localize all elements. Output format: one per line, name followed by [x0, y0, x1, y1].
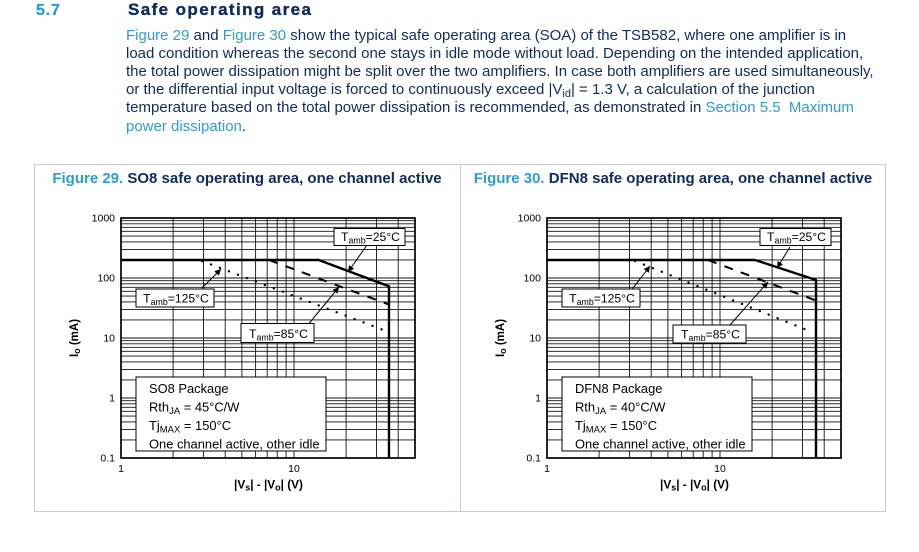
svg-text:|Vs| - |Vo| (V): |Vs| - |Vo| (V) [660, 478, 729, 493]
svg-text:0.1: 0.1 [100, 453, 115, 465]
svg-text:|Vs| - |Vo| (V): |Vs| - |Vo| (V) [234, 478, 303, 493]
svg-text:One channel active, other idle: One channel active, other idle [149, 437, 320, 452]
svg-text:10: 10 [288, 463, 300, 475]
svg-text:1: 1 [544, 463, 550, 475]
svg-text:Io (mA): Io (mA) [69, 319, 82, 357]
svg-text:1: 1 [109, 393, 115, 405]
svg-text:1000: 1000 [92, 213, 116, 225]
svg-text:1: 1 [535, 393, 541, 405]
svg-text:Io (mA): Io (mA) [495, 319, 508, 357]
svg-text:One channel active, other idle: One channel active, other idle [575, 437, 746, 452]
svg-text:10: 10 [714, 463, 726, 475]
svg-text:10: 10 [529, 333, 541, 345]
svg-text:RthJA = 40°C/W: RthJA = 40°C/W [575, 400, 666, 418]
svg-text:0.1: 0.1 [526, 453, 541, 465]
svg-text:RthJA = 45°C/W: RthJA = 45°C/W [149, 400, 240, 418]
svg-text:1000: 1000 [518, 213, 542, 225]
svg-text:DFN8 Package: DFN8 Package [575, 381, 662, 396]
svg-text:100: 100 [523, 273, 541, 285]
svg-text:1: 1 [118, 463, 124, 475]
svg-text:10: 10 [103, 333, 115, 345]
svg-text:Tamb=25°C: Tamb=25°C [341, 230, 400, 246]
svg-text:SO8 Package: SO8 Package [149, 381, 229, 396]
svg-text:100: 100 [97, 273, 115, 285]
